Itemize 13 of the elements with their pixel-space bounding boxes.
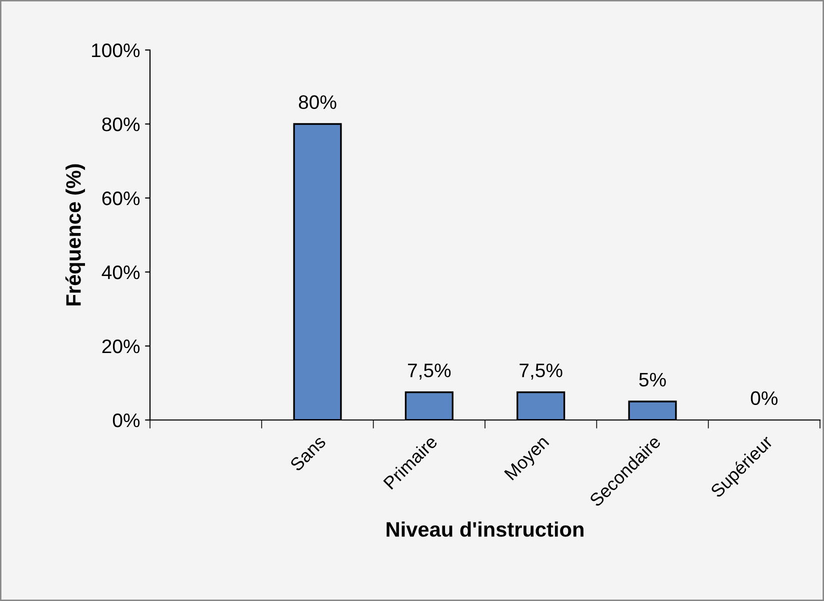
data-label: 80% <box>298 95 336 110</box>
y-tick-label: 20% <box>102 339 140 354</box>
y-axis-title: Fréquence (%) <box>65 164 85 306</box>
y-tick-label: 80% <box>102 117 140 132</box>
data-label: 5% <box>639 372 666 387</box>
y-tick-label: 60% <box>102 191 140 206</box>
data-label: 7,5% <box>520 364 562 380</box>
x-axis-title: Niveau d'instruction <box>386 521 584 537</box>
data-label: 0% <box>750 391 778 406</box>
y-tick-label: 0% <box>112 413 140 428</box>
y-tick-label: 100% <box>92 43 140 58</box>
y-tick-label: 40% <box>102 265 140 280</box>
data-label: 7,5% <box>408 364 451 380</box>
